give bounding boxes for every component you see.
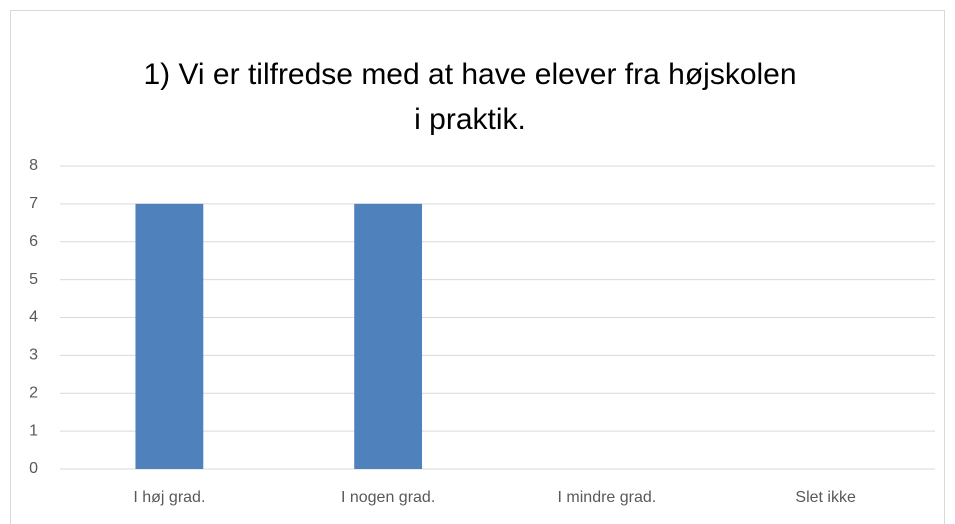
chart-title: 1) Vi er tilfredse med at have elever fr… <box>143 58 796 91</box>
y-tick-label: 2 <box>29 384 38 401</box>
x-tick-label: I nogen grad. <box>341 489 435 506</box>
bar <box>354 203 423 469</box>
y-tick-label: 6 <box>29 233 38 250</box>
y-tick-label: 5 <box>29 271 38 288</box>
y-tick-label: 0 <box>29 460 38 477</box>
y-tick-label: 3 <box>29 347 38 364</box>
y-tick-label: 1 <box>29 422 38 439</box>
chart-title: i praktik. <box>414 103 526 136</box>
y-tick-label: 4 <box>29 309 38 326</box>
y-tick-label: 7 <box>29 195 38 212</box>
x-tick-label: Slet ikke <box>795 489 856 506</box>
bar <box>135 203 204 469</box>
x-tick-label: I høj grad. <box>133 489 205 506</box>
y-tick-label: 8 <box>29 157 38 174</box>
x-tick-label: I mindre grad. <box>558 489 657 506</box>
